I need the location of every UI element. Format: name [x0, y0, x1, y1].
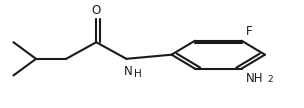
Text: F: F	[246, 25, 253, 38]
Text: N: N	[123, 65, 132, 78]
Text: NH: NH	[246, 72, 264, 85]
Text: 2: 2	[267, 75, 273, 84]
Text: O: O	[92, 4, 101, 17]
Text: H: H	[134, 69, 142, 79]
